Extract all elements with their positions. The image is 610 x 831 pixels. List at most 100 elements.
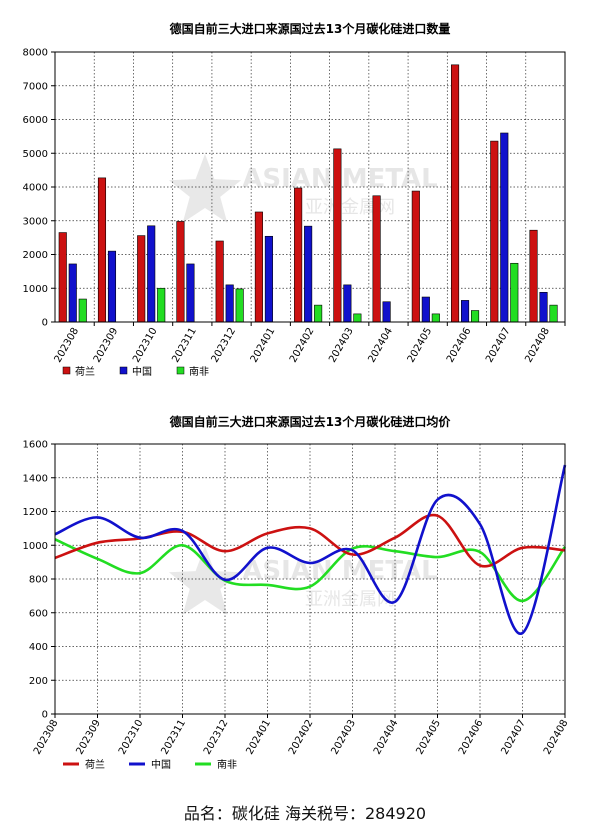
legend-label: 中国: [132, 365, 152, 378]
series-line-2: [54, 538, 567, 603]
x-tick-label: 202404: [366, 326, 395, 365]
x-tick-label: 202403: [329, 718, 358, 757]
legend-label: 南非: [189, 365, 209, 378]
bar-0-1: [97, 177, 107, 323]
watermark-star: [168, 154, 242, 223]
legend-swatch: [62, 366, 71, 375]
bar-2-6: [314, 304, 323, 323]
y-tick-label: 6000: [23, 115, 48, 126]
legend-swatch: [176, 366, 185, 375]
y-tick-label: 200: [29, 676, 48, 687]
bar-1-12: [539, 291, 548, 323]
legend-swatch: [119, 366, 128, 375]
x-tick-label: 202407: [484, 326, 513, 365]
x-tick-label: 202408: [542, 718, 571, 757]
bar-0-3: [176, 221, 185, 323]
footer-text: 品名：碳化硅 海关税号：284920: [183, 804, 427, 823]
y-tick-label: 800: [29, 575, 48, 586]
x-tick-label: 202311: [159, 718, 188, 757]
bar-2-2: [157, 287, 166, 323]
bar-1-0: [68, 263, 77, 323]
bar-2-7: [353, 313, 362, 323]
bar-0-8: [372, 195, 381, 323]
y-tick-label: 2000: [23, 250, 48, 261]
legend-label: 荷兰: [85, 758, 105, 771]
y-tick-label: 5000: [23, 149, 48, 160]
x-tick-label: 202401: [244, 718, 273, 757]
y-tick-label: 400: [29, 642, 48, 653]
bar-1-6: [304, 225, 313, 323]
bar-1-5: [264, 235, 273, 323]
bar-2-9: [431, 313, 440, 323]
x-tick-label: 202308: [53, 326, 82, 365]
chart-title: 德国自前三大进口来源国过去13个月碳化硅进口均价: [170, 414, 452, 429]
y-tick-label: 1600: [23, 440, 48, 451]
legend-label: 荷兰: [75, 365, 95, 378]
y-tick-label: 8000: [23, 48, 48, 59]
x-tick-label: 202308: [32, 718, 61, 757]
x-tick-label: 202401: [249, 326, 278, 365]
watermark-text-en: ASIAN METAL: [242, 556, 438, 586]
chart-price: 德国自前三大进口来源国过去13个月碳化硅进口均价 ASIAN METAL 亚洲金属网…: [23, 414, 571, 771]
bar-0-10: [451, 64, 460, 323]
y-tick-label: 3000: [23, 216, 48, 227]
x-tick-label: 202402: [288, 326, 317, 365]
plot-frame: [54, 51, 566, 323]
bar-0-9: [411, 190, 420, 323]
bar-0-11: [490, 140, 499, 323]
legend-label: 中国: [151, 758, 171, 771]
chart-title: 德国自前三大进口来源国过去13个月碳化硅进口数量: [170, 21, 451, 36]
bar-0-7: [333, 148, 342, 323]
watermark-text-cn: 亚洲金属网: [305, 197, 395, 218]
y-tick-label: 1200: [23, 507, 48, 518]
bar-0-4: [215, 240, 224, 323]
x-tick-label: 202408: [523, 326, 552, 365]
x-tick-label: 202312: [210, 326, 239, 365]
bar-1-7: [343, 284, 352, 323]
x-tick-label: 202403: [327, 326, 356, 365]
x-tick-label: 202406: [445, 326, 474, 365]
bar-1-1: [107, 250, 117, 323]
y-tick-label: 4000: [23, 183, 48, 194]
x-tick-label: 202402: [287, 718, 316, 757]
series-line-1: [54, 464, 567, 635]
x-tick-label: 202311: [170, 326, 199, 365]
watermark-star: [168, 546, 242, 615]
bar-2-12: [549, 304, 558, 323]
bar-1-9: [421, 296, 430, 323]
bar-2-10: [471, 310, 480, 323]
y-tick-label: 0: [42, 318, 48, 329]
y-tick-label: 1000: [23, 541, 48, 552]
y-tick-label: 7000: [23, 81, 48, 92]
x-tick-label: 202405: [406, 326, 435, 365]
bar-1-4: [225, 284, 234, 323]
legend-label: 南非: [217, 758, 237, 771]
x-tick-label: 202407: [499, 718, 528, 757]
y-tick-label: 1000: [23, 284, 48, 295]
bar-1-2: [147, 225, 156, 323]
y-tick-label: 0: [42, 710, 48, 721]
bar-0-0: [58, 232, 67, 323]
bar-0-6: [294, 187, 303, 323]
bar-2-4: [235, 288, 244, 323]
x-tick-label: 202312: [202, 718, 231, 757]
bar-0-5: [254, 211, 263, 323]
bar-1-3: [186, 263, 195, 323]
x-tick-label: 202404: [372, 718, 401, 757]
bar-0-2: [137, 235, 146, 323]
bar-1-10: [461, 300, 470, 323]
bar-1-8: [382, 301, 391, 323]
x-tick-label: 202309: [92, 326, 121, 365]
bar-2-0: [78, 298, 87, 323]
x-tick-label: 202405: [414, 718, 443, 757]
x-tick-label: 202310: [117, 718, 146, 757]
x-tick-label: 202310: [131, 326, 160, 365]
y-tick-label: 1400: [23, 473, 48, 484]
bar-2-11: [510, 262, 519, 323]
watermark-text-cn: 亚洲金属网: [305, 589, 395, 610]
bar-0-12: [529, 229, 538, 323]
bar-1-11: [500, 132, 509, 323]
x-tick-label: 202309: [74, 718, 103, 757]
